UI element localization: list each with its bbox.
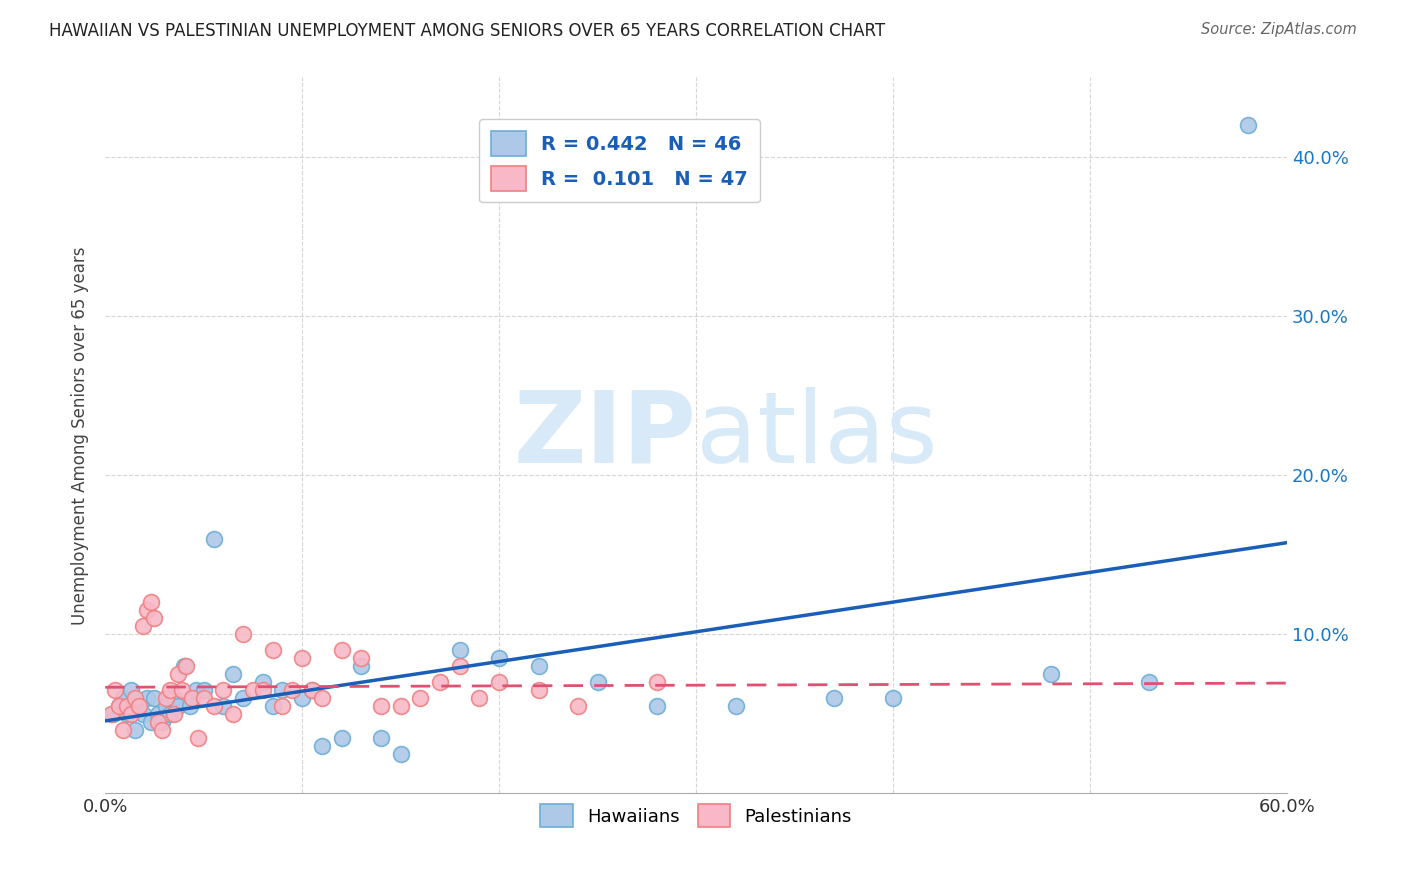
Point [291, 690, 314, 705]
Point [262, 698, 284, 713]
Point [120, 682, 142, 697]
Point [271, 682, 294, 697]
Point [1137, 675, 1160, 690]
Point [124, 723, 146, 737]
Point [111, 723, 134, 737]
Point [645, 675, 668, 690]
Point [115, 698, 138, 713]
Point [527, 659, 550, 673]
Point [128, 698, 150, 713]
Point [527, 682, 550, 697]
Point [232, 627, 254, 641]
Point [645, 698, 668, 713]
Legend: Hawaiians, Palestinians: Hawaiians, Palestinians [533, 797, 859, 834]
Point [202, 698, 225, 713]
Point [101, 706, 124, 721]
Point [468, 690, 491, 705]
Point [143, 611, 166, 625]
Point [586, 675, 609, 690]
Point [449, 659, 471, 673]
Point [108, 698, 131, 713]
Point [139, 595, 162, 609]
Point [174, 659, 197, 673]
Point [167, 667, 190, 681]
Point [370, 698, 392, 713]
Point [150, 723, 173, 737]
Point [350, 651, 373, 665]
Point [389, 747, 412, 761]
Point [222, 667, 245, 681]
Y-axis label: Unemployment Among Seniors over 65 years: Unemployment Among Seniors over 65 years [72, 246, 89, 624]
Point [202, 532, 225, 546]
Point [567, 698, 589, 713]
Point [163, 706, 186, 721]
Point [823, 690, 845, 705]
Point [370, 731, 392, 745]
Point [193, 690, 215, 705]
Point [150, 714, 173, 729]
Point [173, 659, 195, 673]
Point [252, 675, 274, 690]
Point [148, 714, 170, 729]
Point [163, 690, 186, 705]
Point [170, 682, 193, 697]
Point [1039, 667, 1062, 681]
Point [882, 690, 904, 705]
Point [222, 706, 245, 721]
Point [131, 706, 153, 721]
Point [155, 690, 177, 705]
Point [135, 690, 157, 705]
Point [148, 706, 170, 721]
Text: Source: ZipAtlas.com: Source: ZipAtlas.com [1201, 22, 1357, 37]
Point [311, 690, 333, 705]
Point [159, 706, 181, 721]
Point [291, 651, 314, 665]
Point [252, 682, 274, 697]
Point [159, 682, 181, 697]
Point [120, 706, 142, 721]
Point [131, 619, 153, 633]
Point [108, 698, 131, 713]
Point [115, 706, 138, 721]
Point [301, 682, 323, 697]
Point [301, 682, 323, 697]
Point [212, 698, 235, 713]
Point [128, 698, 150, 713]
Point [724, 698, 747, 713]
Point [271, 698, 294, 713]
Point [330, 643, 353, 657]
Point [124, 690, 146, 705]
Point [389, 698, 412, 713]
Point [179, 698, 201, 713]
Point [184, 682, 207, 697]
Point [135, 603, 157, 617]
Point [311, 739, 333, 753]
Point [212, 682, 235, 697]
Point [139, 714, 162, 729]
Point [488, 651, 510, 665]
Text: HAWAIIAN VS PALESTINIAN UNEMPLOYMENT AMONG SENIORS OVER 65 YEARS CORRELATION CHA: HAWAIIAN VS PALESTINIAN UNEMPLOYMENT AMO… [49, 22, 886, 40]
Point [350, 659, 373, 673]
Point [449, 643, 471, 657]
Point [100, 706, 122, 721]
Point [104, 682, 127, 697]
Point [330, 731, 353, 745]
Point [409, 690, 432, 705]
Text: atlas: atlas [696, 387, 938, 483]
Point [193, 682, 215, 697]
Point [262, 643, 284, 657]
Point [143, 690, 166, 705]
Point [242, 682, 264, 697]
Point [180, 690, 202, 705]
Point [111, 690, 134, 705]
Point [155, 698, 177, 713]
Point [488, 675, 510, 690]
Point [1236, 118, 1258, 132]
Point [232, 690, 254, 705]
Point [167, 698, 190, 713]
Point [187, 731, 209, 745]
Point [281, 682, 304, 697]
Point [429, 675, 451, 690]
Text: ZIP: ZIP [513, 387, 696, 483]
